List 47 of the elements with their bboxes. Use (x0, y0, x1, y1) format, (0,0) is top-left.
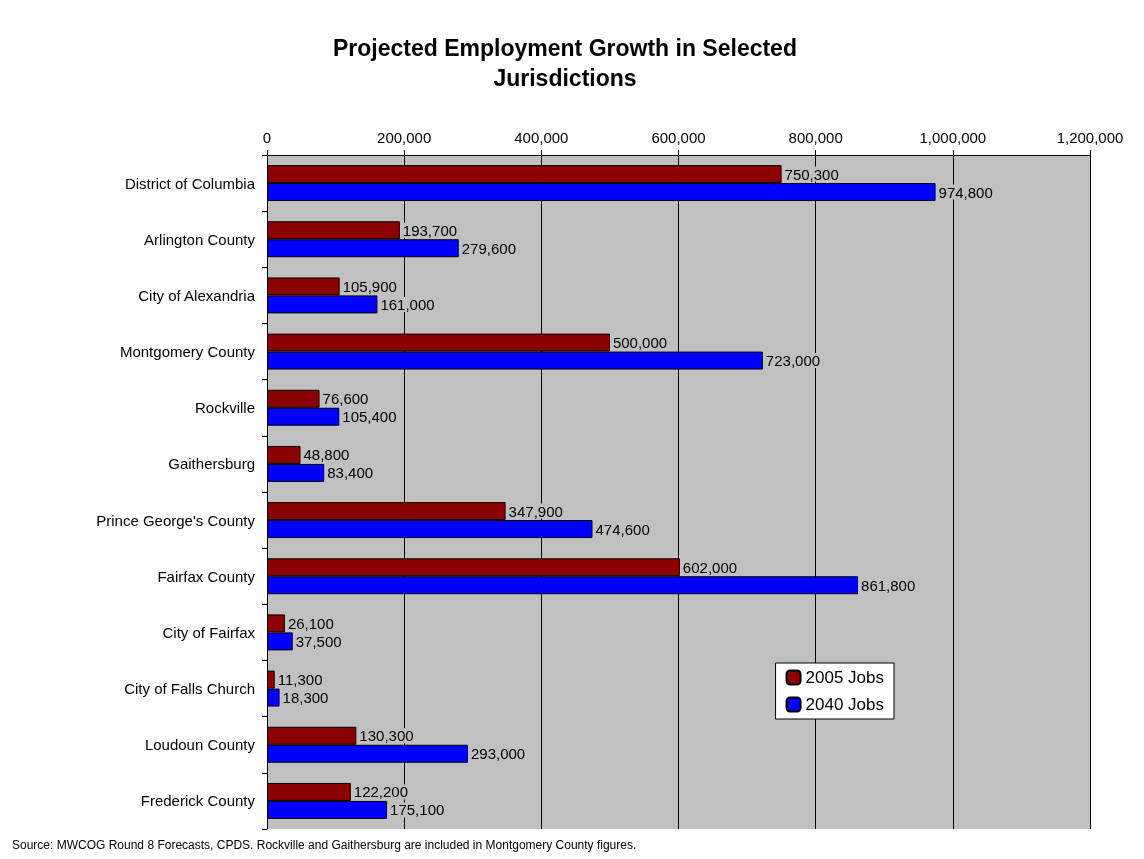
data-label: 974,800 (938, 183, 993, 201)
x-tick-label: 600,000 (651, 129, 706, 146)
chart-title: Projected Employment Growth in Selected Jurisdictions (333, 35, 797, 91)
data-label: 279,600 (461, 239, 516, 257)
data-label: 193,700 (402, 221, 458, 239)
data-label: 175,100 (390, 801, 445, 819)
data-label: 76,600 (322, 390, 369, 408)
x-tick-label: 800,000 (788, 129, 843, 146)
x-tick-label: 0 (262, 129, 272, 146)
y-tick-label: Frederick County (140, 792, 256, 810)
x-tick-label: 1,000,000 (919, 129, 987, 146)
data-label: 105,400 (342, 408, 397, 426)
y-tick-label: Loudoun County (144, 736, 256, 754)
data-label: 500,000 (612, 334, 668, 352)
data-label: 750,300 (784, 165, 839, 183)
y-tick-label: District of Columbia (124, 174, 256, 192)
y-tick-label: Rockville (194, 399, 255, 417)
data-label: 861,800 (861, 576, 916, 594)
x-tick-label: 200,000 (377, 129, 432, 146)
y-tick-label: Montgomery County (119, 343, 256, 361)
data-label: 26,100 (287, 614, 334, 632)
x-tick-label: 400,000 (514, 129, 569, 146)
legend-label: 2040 Jobs (805, 695, 884, 714)
y-tick-label: City of Fairfax (162, 623, 256, 641)
data-label: 347,900 (508, 502, 563, 520)
y-tick-label: City of Alexandria (138, 286, 256, 304)
y-tick-label: City of Falls Church (124, 680, 255, 698)
y-tick-label: Fairfax County (157, 567, 256, 585)
data-label: 723,000 (765, 352, 821, 370)
data-label: 602,000 (682, 558, 738, 576)
data-label: 37,500 (295, 632, 342, 650)
data-label: 130,300 (359, 727, 414, 745)
data-label: 122,200 (353, 783, 409, 801)
legend-label: 2005 Jobs (805, 668, 884, 687)
y-tick-label: Prince George's County (96, 511, 256, 529)
y-tick-label: Arlington County (144, 230, 256, 248)
data-label: 105,900 (342, 277, 397, 295)
data-label: 161,000 (380, 295, 435, 313)
data-label: 293,000 (470, 745, 526, 763)
y-tick-label: Gaithersburg (168, 455, 255, 473)
data-label: 18,300 (282, 689, 329, 707)
data-label: 11,300 (277, 671, 323, 689)
data-label: 48,800 (303, 446, 350, 464)
x-tick-label: 1,200,000 (1056, 129, 1124, 146)
data-label: 83,400 (327, 464, 374, 482)
source-note: Source: MWCOG Round 8 Forecasts, CPDS. Rockville and Gaithersburg are included in Montgomery County figures. (12, 838, 637, 852)
data-label: 474,600 (595, 520, 650, 538)
